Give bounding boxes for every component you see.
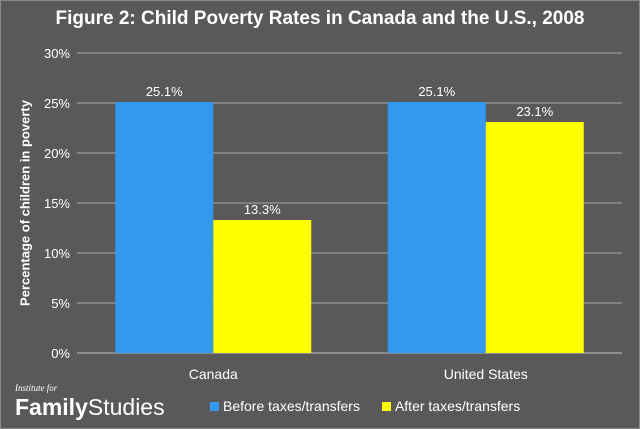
y-tick-label: 10% <box>44 246 70 261</box>
chart-title: Figure 2: Child Poverty Rates in Canada … <box>55 8 585 29</box>
data-label: 23.1% <box>516 104 553 119</box>
y-tick-label: 15% <box>44 196 70 211</box>
bar <box>115 102 214 353</box>
legend-swatch-before <box>210 401 219 411</box>
legend-label-before: Before taxes/transfers <box>223 398 360 414</box>
y-tick-label: 0% <box>51 346 70 361</box>
legend: Before taxes/transfers After taxes/trans… <box>210 398 520 414</box>
y-tick-label: 5% <box>51 296 70 311</box>
logo-institute-for: Institute for <box>15 383 58 393</box>
bar <box>213 220 312 353</box>
data-label: 25.1% <box>418 84 455 99</box>
logo: FamilyStudies <box>15 394 165 421</box>
x-tick-label: United States <box>444 366 528 382</box>
legend-label-after: After taxes/transfers <box>394 398 521 414</box>
y-tick-label: 25% <box>44 96 70 111</box>
legend-item-before: Before taxes/transfers <box>210 398 360 414</box>
bar <box>387 102 486 353</box>
data-label: 25.1% <box>146 84 183 99</box>
logo-family: Family <box>15 394 88 420</box>
x-tick-label: Canada <box>189 366 238 382</box>
logo-studies: Studies <box>87 394 165 420</box>
bar <box>485 122 584 353</box>
legend-item-after: After taxes/transfers <box>381 398 521 414</box>
y-tick-label: 20% <box>44 146 70 161</box>
y-tick-label: 30% <box>44 46 70 61</box>
legend-swatch-after <box>381 401 391 411</box>
data-label: 13.3% <box>244 202 281 217</box>
